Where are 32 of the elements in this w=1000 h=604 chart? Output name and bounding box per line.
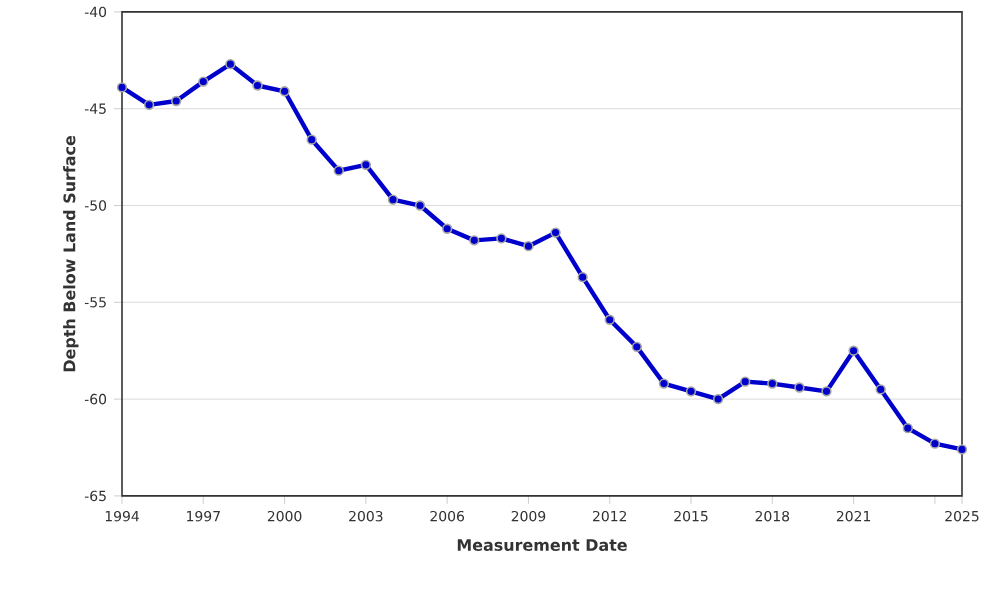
point (414, 200, 426, 211)
point (550, 227, 561, 238)
point (956, 444, 968, 455)
point (929, 438, 941, 449)
point (767, 378, 778, 389)
point (712, 393, 724, 405)
point (604, 314, 615, 325)
point (333, 165, 344, 176)
point (821, 386, 832, 397)
point (875, 384, 886, 395)
point (116, 82, 128, 93)
point (740, 376, 751, 387)
point (306, 134, 317, 145)
point (794, 382, 805, 393)
point (360, 159, 372, 171)
point (902, 423, 913, 434)
point (252, 80, 263, 91)
point (441, 223, 453, 234)
point (631, 341, 643, 353)
point (143, 99, 155, 111)
point (279, 86, 290, 97)
point (469, 235, 480, 246)
point (848, 345, 859, 356)
point (225, 59, 236, 70)
point (685, 386, 697, 397)
point (198, 76, 209, 87)
point (387, 194, 399, 205)
point (496, 233, 507, 244)
point (577, 271, 588, 283)
point (171, 95, 182, 107)
point (523, 241, 534, 252)
point (658, 378, 670, 389)
